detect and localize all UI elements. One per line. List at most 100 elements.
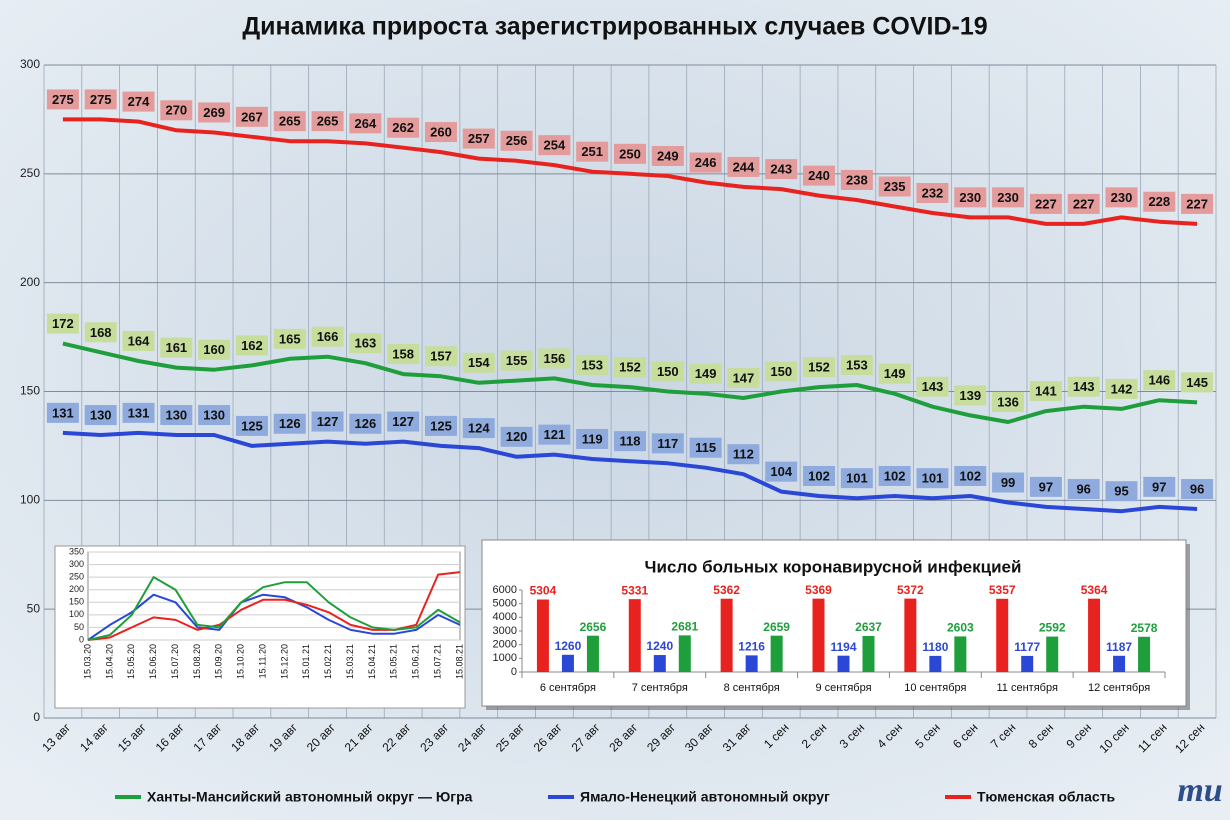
data-label-box [84,89,117,110]
inset-panel [481,539,1187,707]
data-label: 2659 [763,620,790,634]
data-label: 127 [317,414,339,429]
data-label: 131 [52,405,74,420]
data-label: 227 [1073,196,1095,211]
logo: mu [1177,772,1222,809]
x-tick-label: 15.07.20 [170,644,180,679]
data-label: 275 [52,92,74,107]
data-label: 101 [922,471,944,486]
data-label: 161 [165,340,187,355]
x-tick-label: 15.12.20 [279,644,289,679]
data-label-box [1181,372,1214,393]
data-label: 117 [657,436,678,451]
data-label-box [273,111,306,132]
data-label-box [954,465,987,486]
data-label: 141 [1035,384,1057,399]
data-label: 127 [392,414,414,429]
data-label-box [122,331,155,352]
data-label: 152 [619,360,641,375]
data-label-box [992,391,1025,412]
bar [720,598,733,672]
bar [1138,636,1151,672]
y-tick-label: 2000 [493,639,517,651]
data-label-box [916,376,949,397]
x-tick-label: 15.03.21 [345,644,355,679]
data-label-box [1105,481,1138,502]
x-tick-label: 8 сентября [724,682,780,694]
data-label: 244 [733,159,755,174]
bar [586,635,599,672]
data-label: 1187 [1106,640,1132,654]
data-label: 2578 [1131,621,1158,635]
data-label-box [462,418,495,439]
data-label-box [387,411,420,432]
data-label: 165 [279,331,301,346]
x-tick-label: 15.05.20 [126,644,136,679]
data-label: 97 [1039,479,1053,494]
data-label: 164 [128,333,150,348]
data-label: 99 [1001,475,1015,490]
bar [561,654,574,672]
bar [536,599,549,672]
data-label-box [538,424,571,445]
data-label: 5364 [1081,583,1108,597]
data-label: 112 [733,447,754,462]
x-tick-label: 12 сентября [1088,682,1150,694]
data-label: 2656 [580,620,607,634]
data-label: 267 [241,109,263,124]
bar [954,636,967,672]
data-label-box [916,183,949,204]
bar [628,599,641,672]
y-tick-label: 250 [69,572,84,582]
data-label-box [424,122,457,143]
data-label-box [311,411,344,432]
data-label-box [538,135,571,156]
data-label: 265 [279,114,301,129]
data-label: 227 [1035,196,1057,211]
data-label: 5372 [897,583,924,597]
data-label: 5331 [621,583,648,597]
data-label: 115 [695,440,716,455]
data-label: 230 [1111,190,1133,205]
data-label: 235 [884,179,906,194]
data-label: 2603 [947,621,974,635]
x-tick-label: 15.07.21 [432,644,442,679]
data-label-box [954,385,987,406]
x-tick-label: 15.06.21 [411,644,421,679]
data-label: 243 [770,162,792,177]
y-tick-label: 200 [69,584,84,594]
data-label-box [1067,479,1100,500]
data-label-box [198,102,231,123]
data-label: 102 [959,468,981,483]
y-tick-label: 200 [20,275,40,289]
legend-label: Ханты-Мансийский автономный округ — Югра [147,789,473,805]
data-label-box [727,368,760,389]
series-line [62,117,1198,226]
data-label: 139 [959,388,981,403]
data-label: 96 [1076,481,1090,496]
data-label-box [1143,191,1176,212]
x-tick-label: 6 сентября [540,682,596,694]
x-tick-label: 7 сентября [632,682,688,694]
data-label: 2681 [671,620,698,634]
bar [812,598,825,672]
data-label: 2637 [855,620,882,634]
data-label: 238 [846,172,868,187]
data-label: 250 [619,146,641,161]
data-label-box [235,335,268,356]
data-label-box [992,472,1025,493]
data-label-box [992,187,1025,208]
y-tick-label: 0 [79,634,84,644]
series-line [62,430,1198,514]
data-label: 5357 [989,583,1016,597]
x-tick-label: 10 сентября [904,682,966,694]
data-label-box [765,159,798,180]
data-label-box [765,361,798,382]
legend: Ханты-Мансийский автономный округ — Югра… [115,789,1116,805]
series-line [87,593,461,641]
data-label-box [689,152,722,173]
data-label: 119 [582,431,603,446]
data-label: 125 [430,418,452,433]
data-label: 163 [355,336,377,351]
